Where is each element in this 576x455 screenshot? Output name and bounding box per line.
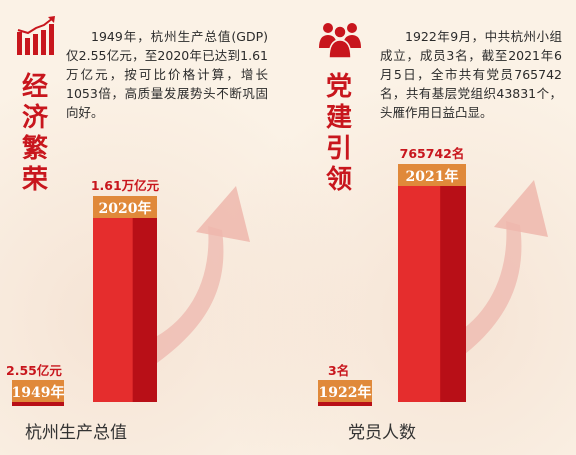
bar-growth-icon <box>17 16 55 55</box>
chart-caption: 杭州生产总值 <box>25 423 127 443</box>
category-box <box>318 380 372 402</box>
category-label: 1949年 <box>12 384 65 401</box>
growth-arrow-head <box>196 186 250 242</box>
category-label: 2021年 <box>406 168 459 185</box>
gdp-chart: 1949年 2.55亿元 2020年 1.61万亿元 <box>6 178 250 406</box>
people-group-icon <box>319 23 361 59</box>
panel-party: 党建引领 1922年9月，中共杭州小组成立，成员3名，截至2021年6月5日，全… <box>288 0 576 455</box>
panel-economy: 经济繁荣 1949年，杭州生产总值(GDP)仅2.55亿元，至2020年已达到1… <box>6 16 268 443</box>
chart-caption: 党员人数 <box>348 423 416 443</box>
growth-arrow <box>150 226 224 368</box>
bar <box>318 402 372 406</box>
bar-highlight <box>93 196 133 402</box>
value-label: 765742名 <box>400 146 465 161</box>
growth-arrow-head <box>494 180 548 237</box>
value-label: 3名 <box>328 363 349 378</box>
panel-description: 1949年，杭州生产总值(GDP)仅2.55亿元，至2020年已达到1.61万亿… <box>66 29 268 120</box>
category-label: 2020年 <box>99 200 152 217</box>
value-label: 2.55亿元 <box>6 363 62 378</box>
panel-title: 经济繁荣 <box>21 72 48 195</box>
bar-highlight <box>398 164 441 402</box>
panel-description: 1922年9月，中共杭州小组成立，成员3名，截至2021年6月5日，全市共有党员… <box>380 29 562 120</box>
category-box <box>398 164 466 186</box>
members-chart: 1922年 3名 2021年 765742名 <box>318 146 548 406</box>
category-box <box>12 380 64 402</box>
category-box <box>93 196 157 218</box>
panel-title: 党建引领 <box>325 72 352 195</box>
category-label: 1922年 <box>319 384 372 401</box>
bar <box>12 402 64 406</box>
value-label: 1.61万亿元 <box>91 178 160 193</box>
